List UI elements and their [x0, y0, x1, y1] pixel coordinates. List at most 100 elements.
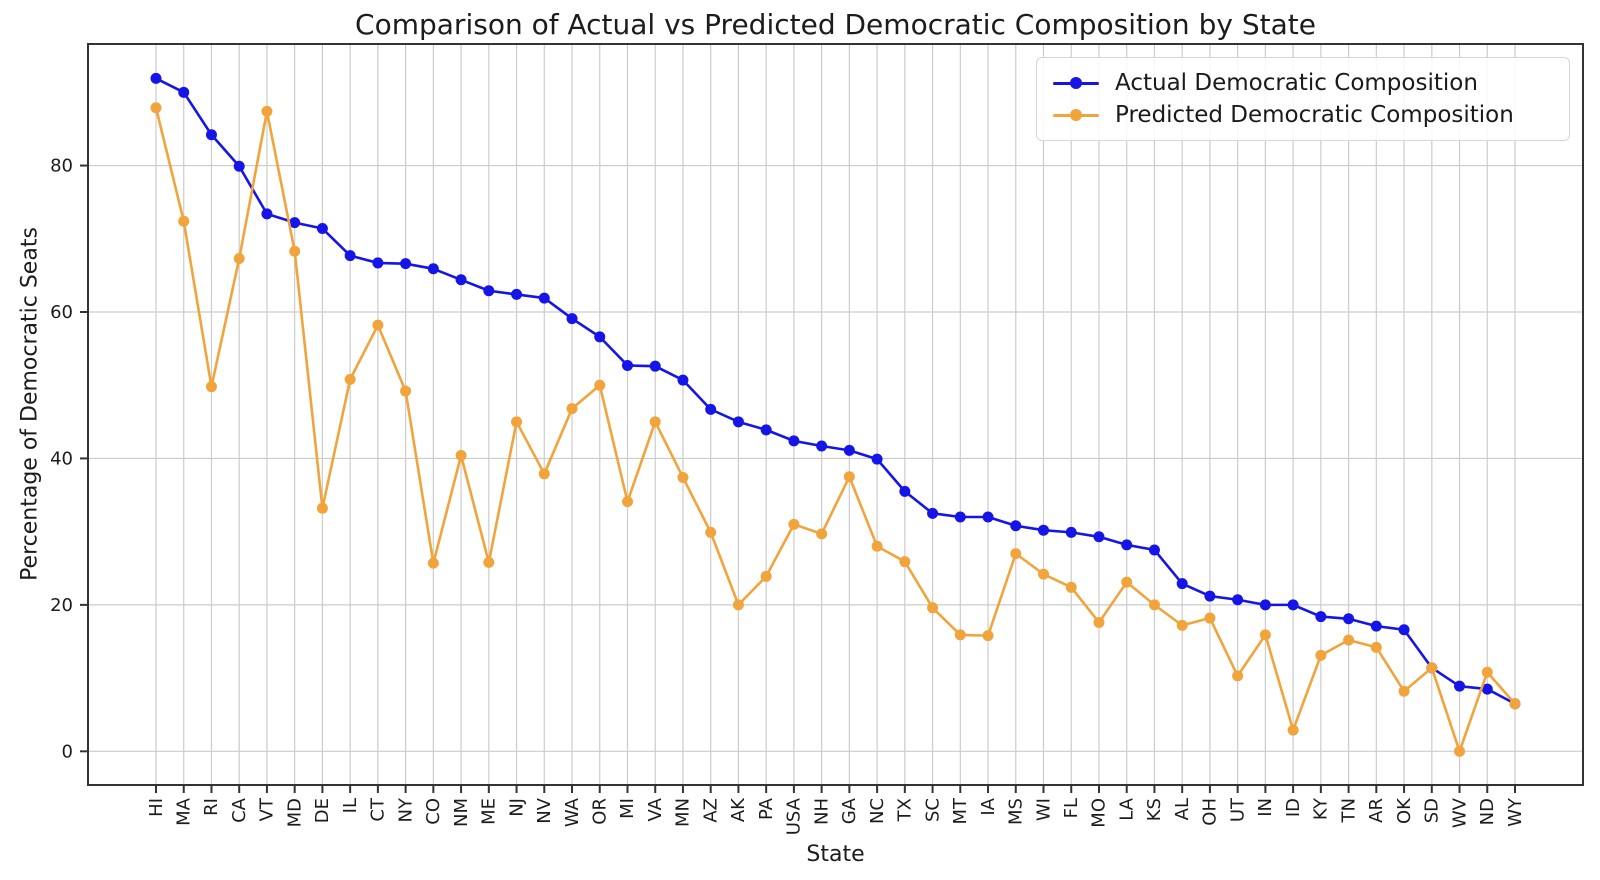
data-point-predicted-MN: [677, 471, 689, 483]
x-tick-label-MO: MO: [1089, 798, 1110, 828]
data-point-actual-OR: [594, 331, 606, 343]
data-point-actual-ME: [483, 285, 495, 297]
x-tick-label-AL: AL: [1172, 798, 1193, 820]
data-point-predicted-AZ: [705, 526, 717, 538]
x-tick-label-WA: WA: [562, 797, 583, 827]
x-tick-label-GA: GA: [839, 797, 860, 824]
data-point-actual-VT: [261, 208, 273, 220]
data-point-predicted-TN: [1343, 634, 1355, 646]
plot-border: [87, 43, 1584, 786]
data-point-predicted-OK: [1398, 685, 1410, 697]
y-tick-label-80: 80: [50, 156, 73, 177]
legend-label-actual: Actual Democratic Composition: [1115, 70, 1478, 96]
x-tick-label-OK: OK: [1394, 797, 1415, 824]
data-point-predicted-NV: [538, 468, 550, 480]
x-tick-label-NH: NH: [811, 798, 832, 825]
legend-entry-predicted: Predicted Democratic Composition: [1053, 102, 1555, 128]
x-tick-label-MS: MS: [1006, 798, 1027, 825]
data-point-predicted-WA: [566, 403, 578, 415]
data-point-predicted-UT: [1232, 670, 1244, 682]
data-point-predicted-OR: [594, 379, 606, 391]
data-point-predicted-FL: [1065, 581, 1077, 593]
data-point-actual-OH: [1204, 590, 1216, 602]
data-point-actual-TX: [899, 485, 911, 497]
x-axis-label: State: [806, 842, 865, 867]
data-point-actual-CO: [427, 263, 439, 275]
x-tick-label-USA: USA: [784, 797, 805, 835]
x-tick-label-AR: AR: [1366, 798, 1387, 823]
data-point-actual-MO: [1093, 531, 1105, 543]
data-point-predicted-IA: [982, 630, 994, 642]
data-point-predicted-MD: [289, 245, 301, 257]
x-tick-label-OR: OR: [590, 798, 611, 825]
data-point-actual-RI: [205, 129, 217, 141]
data-point-actual-WV: [1454, 680, 1466, 692]
data-point-predicted-ME: [483, 556, 495, 568]
data-point-actual-MN: [677, 374, 689, 386]
data-point-actual-CT: [372, 257, 384, 269]
x-tick-label-ND: ND: [1477, 798, 1498, 825]
data-point-actual-MA: [178, 86, 190, 98]
data-point-predicted-CT: [372, 319, 384, 331]
x-tick-label-NV: NV: [534, 797, 555, 823]
data-point-actual-PA: [760, 424, 772, 436]
data-point-actual-ID: [1287, 599, 1299, 611]
x-tick-label-LA: LA: [1116, 797, 1137, 820]
data-point-predicted-NY: [400, 385, 412, 397]
data-point-actual-AK: [732, 416, 744, 428]
data-point-actual-USA: [788, 435, 800, 447]
data-point-predicted-MI: [621, 496, 633, 508]
legend-marker-predicted-icon: [1053, 109, 1099, 122]
data-point-actual-NH: [816, 440, 828, 452]
data-point-actual-AZ: [705, 403, 717, 415]
data-point-actual-UT: [1232, 594, 1244, 606]
x-tick-label-SC: SC: [922, 798, 943, 822]
x-tick-label-AZ: AZ: [700, 798, 721, 823]
x-tick-label-VT: VT: [257, 797, 278, 821]
data-point-predicted-PA: [760, 570, 772, 582]
data-point-actual-ND: [1481, 683, 1493, 695]
data-point-actual-VA: [649, 360, 661, 372]
data-point-predicted-RI: [205, 381, 217, 393]
x-tick-label-MT: MT: [950, 797, 971, 825]
data-point-predicted-ID: [1287, 724, 1299, 736]
data-point-actual-MS: [1010, 520, 1022, 532]
data-point-predicted-ND: [1481, 666, 1493, 678]
data-point-predicted-AK: [732, 599, 744, 611]
x-tick-label-VA: VA: [645, 797, 666, 821]
x-tick-label-OH: OH: [1200, 798, 1221, 826]
x-tick-label-WV: WV: [1449, 797, 1470, 828]
data-point-predicted-MT: [954, 629, 966, 641]
series-line-predicted: [154, 107, 1516, 753]
data-point-predicted-IN: [1259, 629, 1271, 641]
data-point-actual-CA: [233, 160, 245, 172]
legend-entry-actual: Actual Democratic Composition: [1053, 70, 1555, 96]
x-tick-label-WY: WY: [1505, 797, 1526, 827]
data-point-actual-AL: [1176, 578, 1188, 590]
x-tick-label-TN: TN: [1338, 798, 1359, 823]
data-point-actual-IA: [982, 511, 994, 523]
chart-title: Comparison of Actual vs Predicted Democr…: [355, 8, 1316, 41]
x-tick-label-MN: MN: [673, 798, 694, 827]
data-point-actual-TN: [1343, 613, 1355, 625]
x-tick-label-PA: PA: [756, 797, 777, 820]
data-point-predicted-SD: [1426, 662, 1438, 674]
x-tick-label-IA: IA: [978, 797, 999, 815]
x-tick-label-WI: WI: [1033, 798, 1054, 821]
x-tick-label-IL: IL: [340, 798, 361, 813]
data-point-predicted-WI: [1038, 568, 1050, 580]
data-point-predicted-WV: [1454, 745, 1466, 757]
data-point-predicted-USA: [788, 518, 800, 530]
x-tick-label-ID: ID: [1283, 798, 1304, 817]
x-tick-label-RI: RI: [201, 798, 222, 816]
data-point-actual-DE: [316, 223, 328, 235]
data-point-predicted-TX: [899, 556, 911, 568]
data-point-actual-KY: [1315, 611, 1327, 623]
x-tick-label-HI: HI: [146, 798, 167, 817]
data-point-actual-HI: [150, 72, 162, 84]
data-point-actual-NY: [400, 258, 412, 270]
x-tick-label-MD: MD: [284, 798, 305, 827]
data-point-actual-MI: [621, 359, 633, 371]
